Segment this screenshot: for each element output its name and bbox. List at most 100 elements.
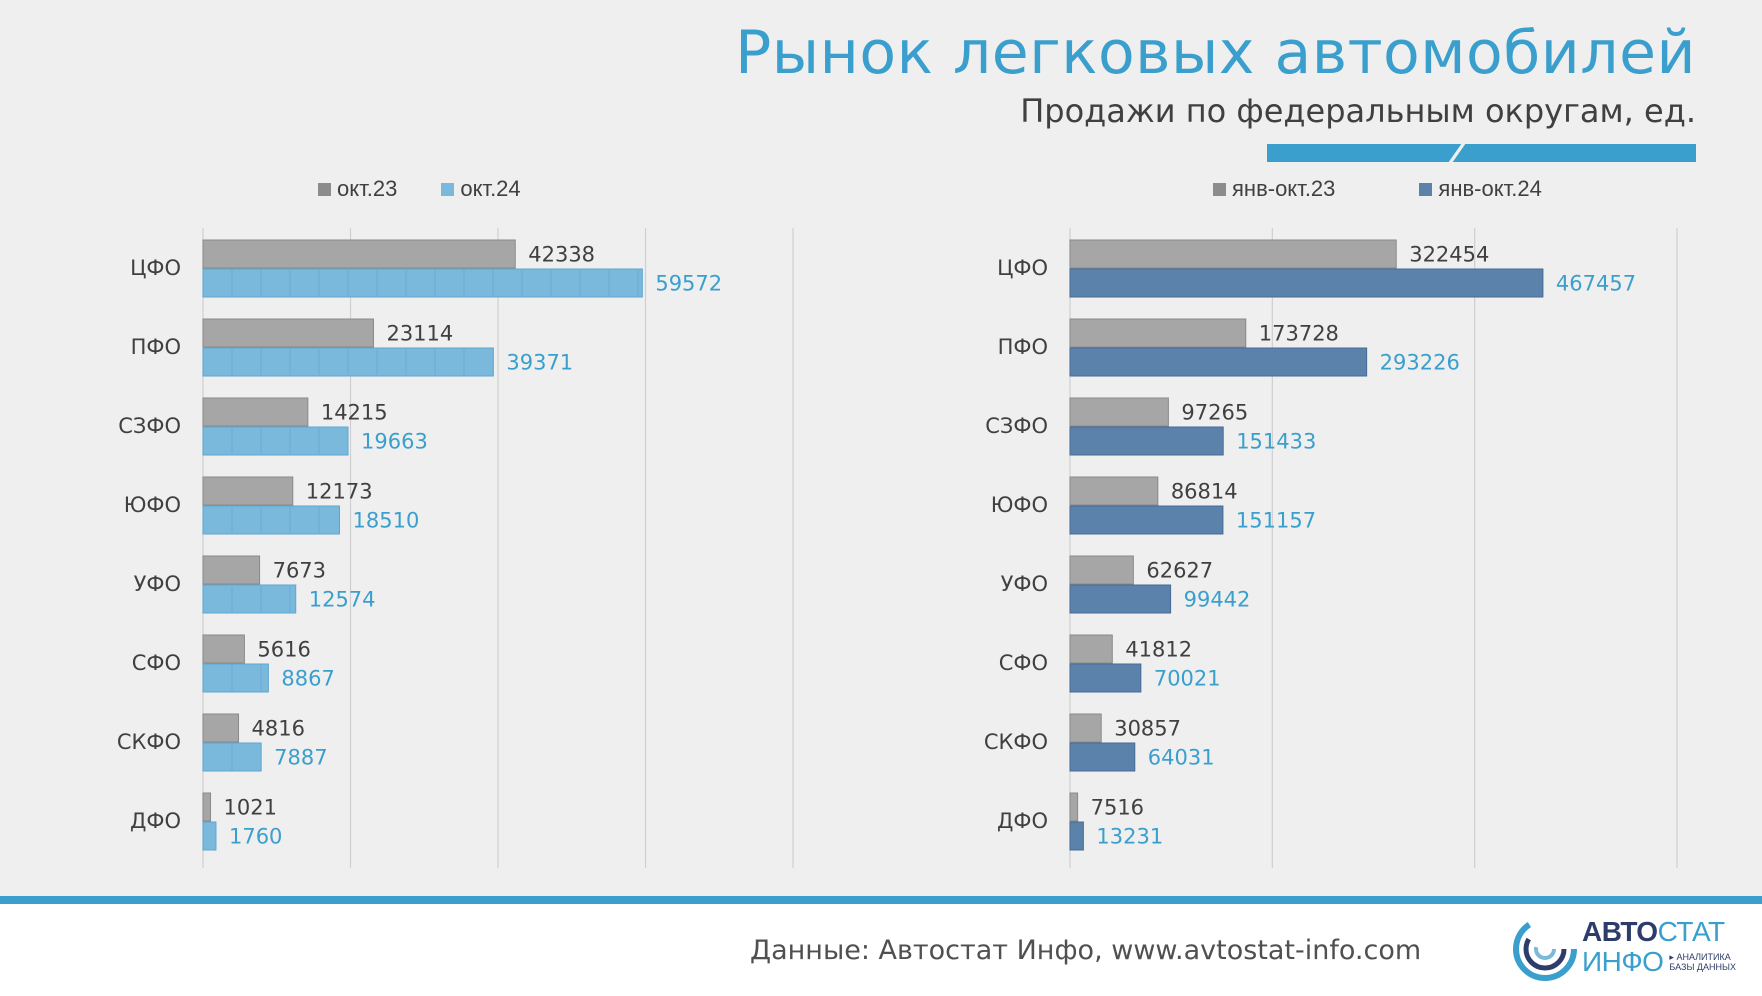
legend-right: янв-окт.23 янв-окт.24 — [1213, 176, 1586, 202]
bar-janokt-s0-1 — [1069, 318, 1247, 348]
bar-janokt-s0-2 — [1069, 397, 1169, 427]
data-label-janokt-s1-3: 151157 — [1236, 509, 1316, 533]
category-label-okt-1: ПФО — [131, 335, 181, 359]
category-label-janokt-0: ЦФО — [997, 256, 1048, 280]
bar-okt-s0-4 — [202, 555, 261, 585]
bar-janokt-s1-5 — [1069, 663, 1142, 693]
data-label-okt-s1-3: 18510 — [353, 509, 420, 533]
data-label-okt-s1-7: 1760 — [229, 825, 282, 849]
page-subtitle: Продажи по федеральным округам, ед. — [1020, 92, 1696, 130]
category-label-janokt-7: ДФО — [997, 809, 1048, 833]
legend-item-jan-okt23: янв-окт.23 — [1213, 176, 1335, 202]
legend-left: окт.23 окт.24 — [318, 176, 565, 202]
category-label-okt-0: ЦФО — [130, 256, 181, 280]
title-accent-bar — [1267, 144, 1696, 162]
category-label-okt-4: УФО — [134, 572, 181, 596]
logo-brand-line2: ИНФО — [1582, 946, 1664, 977]
data-label-okt-s0-5: 5616 — [257, 638, 310, 662]
category-label-janokt-3: ЮФО — [991, 493, 1048, 517]
data-label-okt-s0-2: 14215 — [321, 401, 388, 425]
data-label-janokt-s0-3: 86814 — [1171, 480, 1238, 504]
bar-chart-october: ЦФО 42338 59572 ПФО 23114 39371 СЗФО 14215 19663… — [117, 228, 794, 868]
logo-tagline-2: БАЗЫ ДАННЫХ — [1669, 962, 1737, 973]
data-label-okt-s1-4: 12574 — [309, 588, 376, 612]
bar-janokt-s0-5 — [1069, 634, 1113, 664]
footer — [0, 904, 1762, 996]
bar-okt-s0-2 — [202, 397, 309, 427]
legend-item-okt24: окт.24 — [441, 176, 521, 202]
avtostat-logo: АВТОСТАТ ИНФО ▸ АНАЛИТИКА БАЗЫ ДАННЫХ — [1512, 916, 1752, 984]
bar-janokt-s0-6 — [1069, 713, 1102, 743]
category-label-okt-7: ДФО — [130, 809, 181, 833]
bar-janokt-s1-4 — [1069, 584, 1172, 614]
legend-label-okt23: окт.23 — [337, 176, 398, 201]
logo-swirl-icon — [1513, 917, 1577, 981]
legend-item-jan-okt24: янв-окт.24 — [1419, 176, 1542, 202]
data-label-okt-s1-5: 8867 — [281, 667, 334, 691]
bar-okt-s0-3 — [202, 476, 294, 506]
logo-brand-part2: СТАТ — [1657, 916, 1726, 947]
data-label-okt-s1-0: 59572 — [655, 272, 722, 296]
logo-text: АВТОСТАТ ИНФО ▸ АНАЛИТИКА БАЗЫ ДАННЫХ — [1582, 918, 1736, 976]
bar-okt-s1-7 — [202, 821, 217, 851]
bar-okt-s1-3 — [202, 505, 341, 535]
category-label-janokt-6: СКФО — [984, 730, 1048, 754]
category-label-janokt-4: УФО — [1001, 572, 1048, 596]
bar-okt-s1-4 — [202, 584, 297, 614]
category-label-okt-2: СЗФО — [118, 414, 181, 438]
data-label-okt-s0-4: 7673 — [273, 559, 326, 583]
data-label-okt-s0-6: 4816 — [252, 717, 305, 741]
bar-janokt-s0-4 — [1069, 555, 1134, 585]
data-label-okt-s0-3: 12173 — [306, 480, 373, 504]
bar-okt-s0-5 — [202, 634, 245, 664]
bar-okt-s1-0 — [202, 268, 643, 298]
legend-item-okt23: окт.23 — [318, 176, 397, 202]
category-label-okt-3: ЮФО — [124, 493, 181, 517]
legend-swatch-jan-okt24 — [1419, 182, 1433, 196]
data-label-janokt-s0-0: 322454 — [1409, 243, 1489, 267]
bar-janokt-s0-3 — [1069, 476, 1159, 506]
data-label-janokt-s0-4: 62627 — [1146, 559, 1213, 583]
footer-stripe — [0, 896, 1762, 904]
logo-tagline: ▸ АНАЛИТИКА БАЗЫ ДАННЫХ — [1669, 952, 1736, 973]
legend-label-jan-okt23: янв-окт.23 — [1232, 176, 1336, 201]
data-label-okt-s0-0: 42338 — [528, 243, 595, 267]
data-label-okt-s1-2: 19663 — [361, 430, 428, 454]
source-note: Данные: Автостат Инфо, www.avtostat-info… — [750, 935, 1422, 966]
data-label-janokt-s0-6: 30857 — [1114, 717, 1181, 741]
legend-label-okt24: окт.24 — [460, 176, 521, 201]
category-label-okt-6: СКФО — [117, 730, 181, 754]
bar-janokt-s0-0 — [1069, 239, 1397, 269]
bar-janokt-s1-2 — [1069, 426, 1224, 456]
logo-brand-part1: АВТО — [1582, 916, 1658, 947]
bar-okt-s0-7 — [202, 792, 212, 822]
category-label-janokt-2: СЗФО — [985, 414, 1048, 438]
data-label-okt-s0-7: 1021 — [224, 796, 277, 820]
bar-chart-jan-october: ЦФО 322454 467457 ПФО 173728 293226 СЗФО 97265 1… — [984, 228, 1678, 868]
bar-janokt-s1-3 — [1069, 505, 1224, 535]
logo-tagline-1: ▸ АНАЛИТИКА — [1669, 952, 1731, 962]
data-label-janokt-s1-0: 467457 — [1556, 272, 1636, 296]
bar-okt-s0-6 — [202, 713, 240, 743]
category-label-okt-5: СФО — [132, 651, 181, 675]
data-label-janokt-s1-7: 13231 — [1096, 825, 1163, 849]
legend-label-jan-okt24: янв-окт.24 — [1438, 176, 1542, 201]
legend-swatch-jan-okt23 — [1213, 182, 1226, 196]
logo-brand: АВТОСТАТ — [1582, 918, 1736, 946]
bar-okt-s1-2 — [202, 426, 349, 456]
bar-janokt-s1-6 — [1069, 742, 1136, 772]
data-label-okt-s1-6: 7887 — [274, 746, 327, 770]
bar-janokt-s0-7 — [1069, 792, 1079, 822]
bar-janokt-s1-0 — [1069, 268, 1544, 298]
bar-okt-s0-1 — [202, 318, 374, 348]
data-label-okt-s0-1: 23114 — [386, 322, 453, 346]
bar-okt-s0-0 — [202, 239, 516, 269]
category-label-janokt-5: СФО — [999, 651, 1048, 675]
bar-janokt-s1-1 — [1069, 347, 1368, 377]
data-label-janokt-s1-6: 64031 — [1148, 746, 1215, 770]
data-label-janokt-s1-1: 293226 — [1380, 351, 1460, 375]
logo-line2: ИНФО ▸ АНАЛИТИКА БАЗЫ ДАННЫХ — [1582, 948, 1736, 976]
data-label-janokt-s0-2: 97265 — [1181, 401, 1248, 425]
data-label-okt-s1-1: 39371 — [506, 351, 573, 375]
category-label-janokt-1: ПФО — [998, 335, 1048, 359]
